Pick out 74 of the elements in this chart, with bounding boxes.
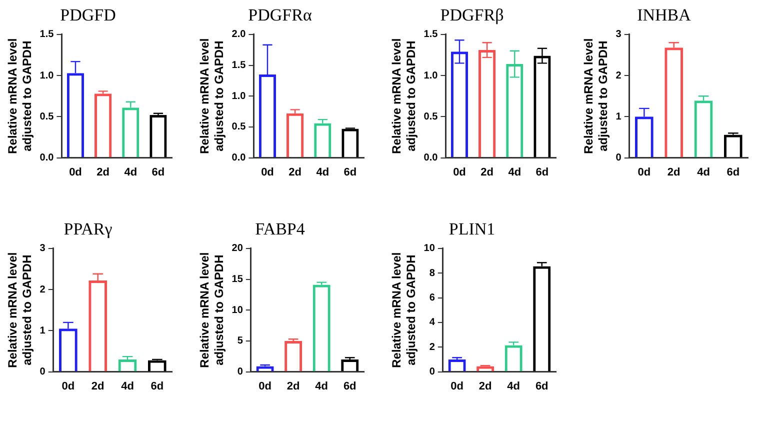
y-tick-label: 2 — [429, 342, 436, 353]
x-tick-label: 2d — [667, 166, 680, 178]
y-tick-label: 4 — [429, 317, 436, 328]
y-tick-label: 10 — [424, 243, 436, 254]
y-tick-label: 20 — [232, 243, 244, 254]
y-tick-label: 8 — [429, 268, 436, 279]
x-tick-label: 6d — [726, 166, 740, 178]
y-tick-label: 0 — [40, 366, 46, 378]
y-tick-label: 1.0 — [40, 70, 54, 82]
y-tick-label: 3 — [616, 29, 622, 40]
x-tick-label: 4d — [316, 166, 330, 178]
y-tick-label: 1.5 — [232, 60, 246, 71]
x-tick-label: 0d — [258, 380, 272, 392]
y-tick-label: 0.0 — [424, 152, 438, 164]
y-tick-label: 0.0 — [40, 152, 54, 164]
x-tick-label: 6d — [536, 166, 549, 178]
x-tick-label: 4d — [315, 380, 328, 392]
x-tick-label: 6d — [344, 166, 357, 178]
chart-title: PLIN1 — [448, 220, 496, 239]
x-tick-label: 0d — [453, 166, 466, 178]
y-tick-label: 2 — [616, 70, 622, 82]
y-tick-label: 1.0 — [232, 90, 246, 102]
x-tick-label: 0d — [62, 380, 75, 392]
y-tick-label: 5 — [237, 336, 244, 347]
y-tick-label: 0.5 — [40, 111, 54, 122]
y-tick-label: 0.5 — [424, 111, 438, 122]
x-tick-label: 4d — [121, 380, 134, 392]
x-tick-label: 2d — [480, 166, 494, 178]
chart-title: PDGFD — [60, 6, 116, 25]
y-tick-label: 10 — [232, 304, 244, 316]
chart-title: PDGFRβ — [440, 6, 504, 25]
y-tick-label: 15 — [232, 274, 244, 285]
y-tick-label: 2 — [40, 284, 46, 296]
y-tick-label: 0 — [429, 366, 436, 378]
x-tick-label: 0d — [261, 166, 274, 178]
x-tick-label: 4d — [507, 380, 520, 392]
x-tick-label: 0d — [69, 166, 82, 178]
y-tick-label: 2.0 — [232, 29, 246, 40]
x-tick-label: 2d — [91, 380, 104, 392]
x-tick-label: 4d — [124, 166, 138, 178]
chart-title: INHBA — [637, 6, 692, 25]
y-axis-title: Relative mRNA level adjusted to GAPDH — [6, 252, 34, 368]
x-tick-label: 6d — [535, 380, 548, 392]
y-tick-label: 1 — [40, 325, 46, 336]
x-tick-label: 2d — [96, 166, 110, 178]
x-tick-label: 0d — [450, 380, 464, 392]
x-tick-label: 4d — [508, 166, 522, 178]
y-tick-label: 0.5 — [232, 122, 246, 133]
x-tick-label: 6d — [150, 380, 164, 392]
y-tick-label: 0 — [237, 366, 244, 378]
x-tick-label: 6d — [152, 166, 165, 178]
x-tick-label: 6d — [343, 380, 356, 392]
y-tick-label: 0 — [616, 152, 622, 164]
y-axis-title: Relative mRNA level adjusted to GAPDH — [198, 38, 226, 154]
y-axis-title: Relative mRNA level adjusted to GAPDH — [6, 38, 34, 154]
y-axis-title: Relative mRNA level adjusted to GAPDH — [582, 38, 610, 154]
y-axis-title: Relative mRNA level adjusted to GAPDH — [390, 252, 418, 368]
y-tick-label: 6 — [429, 292, 436, 304]
x-tick-label: 0d — [638, 166, 651, 178]
y-tick-label: 1 — [616, 111, 622, 122]
x-tick-label: 2d — [288, 166, 302, 178]
y-axis-title: Relative mRNA level adjusted to GAPDH — [390, 38, 418, 154]
x-tick-label: 4d — [697, 166, 710, 178]
x-tick-label: 2d — [478, 380, 492, 392]
y-tick-label: 1.5 — [40, 29, 54, 40]
chart-title: PDGFRα — [248, 6, 312, 25]
chart-title: FABP4 — [255, 220, 306, 239]
y-axis-title: Relative mRNA level adjusted to GAPDH — [198, 252, 226, 368]
x-tick-label: 2d — [286, 380, 300, 392]
chart-title: PPARγ — [64, 220, 113, 239]
y-tick-label: 3 — [40, 243, 46, 254]
y-tick-label: 1.5 — [424, 29, 438, 40]
y-tick-label: 1.0 — [424, 70, 438, 82]
y-tick-label: 0.0 — [232, 152, 246, 164]
